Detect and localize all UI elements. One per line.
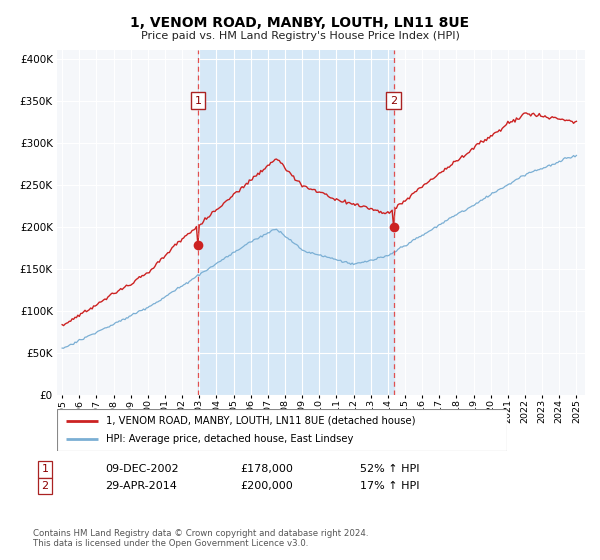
Text: £178,000: £178,000 — [240, 464, 293, 474]
Text: HPI: Average price, detached house, East Lindsey: HPI: Average price, detached house, East… — [107, 434, 354, 444]
Text: 1, VENOM ROAD, MANBY, LOUTH, LN11 8UE (detached house): 1, VENOM ROAD, MANBY, LOUTH, LN11 8UE (d… — [107, 416, 416, 426]
Text: 29-APR-2014: 29-APR-2014 — [105, 481, 177, 491]
Text: 2: 2 — [41, 481, 49, 491]
Text: 1, VENOM ROAD, MANBY, LOUTH, LN11 8UE: 1, VENOM ROAD, MANBY, LOUTH, LN11 8UE — [130, 16, 470, 30]
Text: 1: 1 — [41, 464, 49, 474]
Bar — [198, 50, 394, 395]
Text: £200,000: £200,000 — [240, 481, 293, 491]
Text: Contains HM Land Registry data © Crown copyright and database right 2024.: Contains HM Land Registry data © Crown c… — [33, 529, 368, 538]
Text: 2: 2 — [390, 96, 397, 106]
Text: 1: 1 — [194, 96, 202, 106]
Text: 17% ↑ HPI: 17% ↑ HPI — [360, 481, 419, 491]
Text: Price paid vs. HM Land Registry's House Price Index (HPI): Price paid vs. HM Land Registry's House … — [140, 31, 460, 41]
Text: 09-DEC-2002: 09-DEC-2002 — [105, 464, 179, 474]
Text: This data is licensed under the Open Government Licence v3.0.: This data is licensed under the Open Gov… — [33, 539, 308, 548]
Text: 52% ↑ HPI: 52% ↑ HPI — [360, 464, 419, 474]
